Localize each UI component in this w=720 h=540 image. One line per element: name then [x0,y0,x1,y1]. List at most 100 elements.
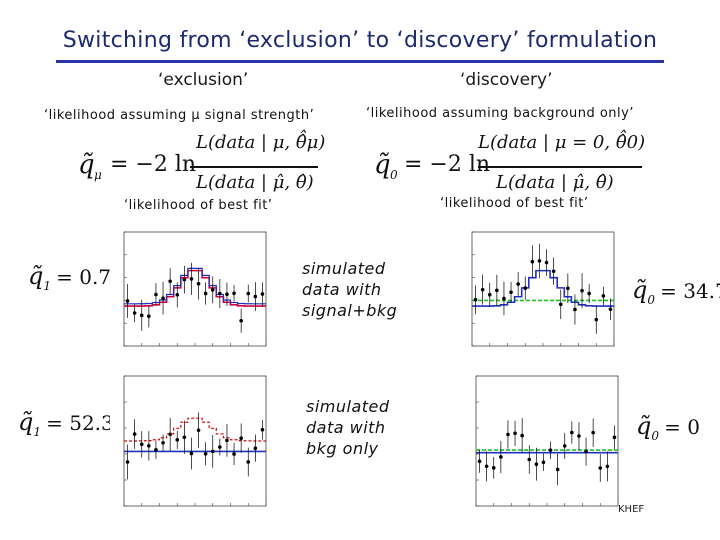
footer-label: KHEF [618,504,645,515]
data-point [161,440,165,445]
data-point [480,287,485,292]
data-point [239,436,243,441]
note-line: simulated [306,397,390,416]
data-point [516,282,520,286]
data-point [601,294,606,298]
fraction-bar [190,166,318,168]
data-point [477,459,482,464]
minus-two-ln: = −2 ln [110,152,197,177]
data-point [189,277,194,281]
title-underline [56,60,664,63]
signal-data-note: simulated data with signal+bkg [302,258,397,321]
exclusion-denominator: L(data | μ̂, θ̂) [196,172,314,193]
data-point [530,259,535,264]
q0-value: = 34.77 [660,279,720,303]
data-point [577,434,581,438]
data-point [527,457,532,462]
data-point [605,464,610,469]
data-point [253,294,258,299]
data-point [147,443,151,448]
note-line: signal+bkg [302,301,398,320]
data-point [473,297,478,302]
data-point [218,291,222,296]
bkg-data-note: simulated data with bkg only [306,396,390,459]
q0-subscript: 0 [651,429,660,443]
q-zero-subscript: 0 [390,168,398,182]
data-point [210,449,215,454]
data-point [555,467,560,472]
data-point [513,431,517,436]
discovery-header: ‘discovery’ [460,70,553,90]
data-point [175,438,180,442]
q-mu-subscript: μ [94,168,102,182]
plot-exclusion-bkg-data [110,372,270,520]
plot-exclusion-signal-data [110,228,270,360]
q0-subscript: 0 [647,293,656,307]
data-point [182,435,187,440]
signal-fit-line [124,269,266,307]
data-point [534,462,539,467]
data-point [196,428,201,433]
data-point [154,292,158,297]
data-point [580,288,584,293]
data-point [502,296,506,301]
plot-frame [471,231,615,347]
data-point [495,288,499,293]
data-point [168,279,172,284]
data-point [491,466,496,470]
plot-frame [475,375,619,507]
discovery-numerator-note: ‘likelihood assuming background only’ [366,106,634,121]
note-line: data with [306,418,386,437]
data-point [147,314,151,319]
best-fit-line [472,269,614,307]
q1-symbol: q̃ [28,262,44,290]
data-point [260,427,265,432]
data-point [132,311,137,315]
q-mu-symbol: q̃ [78,150,95,180]
data-point [260,292,265,296]
data-point [139,442,144,447]
exclusion-numerator: L(data | μ, θ̂̂μ) [196,132,326,153]
data-point [548,448,553,452]
data-point [232,452,236,456]
exclusion-test-statistic-formula: q̃ μ = −2 ln L(data | μ, θ̂̂μ) L(data | … [78,132,338,200]
data-point [232,291,236,296]
data-point [537,259,542,263]
discovery-test-statistic-formula: q̃ 0 = −2 ln L(data | μ = 0, θ̂̂0) L(dat… [374,132,654,200]
q1-subscript: 1 [33,425,42,439]
data-point [541,460,546,465]
data-point [125,460,130,464]
plot-frame [123,231,267,347]
fraction-bar [478,166,642,168]
data-point [544,260,549,265]
note-line: data with [302,280,382,299]
q1-symbol: q̃ [18,408,34,436]
q0-value: = 0 [664,415,700,439]
exclusion-denominator-note: ‘likelihood of best fit’ [124,198,273,213]
data-point [594,317,599,322]
data-point [203,291,208,296]
data-point [189,451,194,456]
data-point [239,318,243,323]
q0-signal-data: q̃0 = 34.77 [632,276,720,307]
data-point [125,299,130,303]
data-point [506,432,510,437]
plot-discovery-bkg-data [462,372,622,520]
data-point [608,307,613,312]
data-point [487,292,492,297]
note-line: simulated [302,259,386,278]
minus-two-ln: = −2 ln [404,152,491,177]
q-zero-symbol: q̃ [374,150,391,180]
data-point [246,460,251,464]
data-point [591,430,595,435]
data-point [182,277,187,282]
data-point [139,313,144,318]
q1-subscript: 1 [43,279,52,293]
discovery-numerator: L(data | μ = 0, θ̂̂0) [478,132,646,153]
data-point [246,291,251,296]
data-point [573,307,577,312]
data-point [570,430,574,435]
data-point [587,291,591,296]
q0-bkg-data: q̃0 = 0 [636,412,700,443]
q0-symbol: q̃ [636,412,652,440]
